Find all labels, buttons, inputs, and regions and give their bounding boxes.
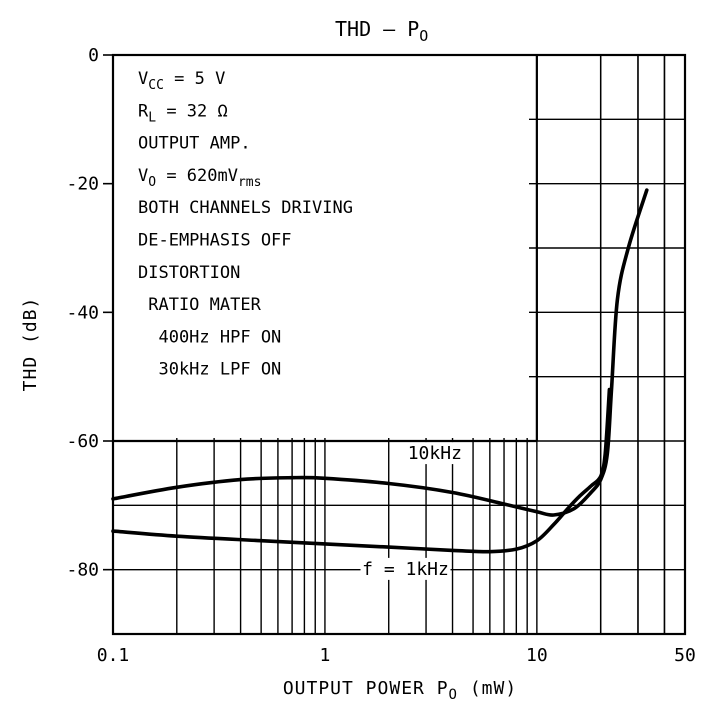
condition-line: RL = 32 Ω bbox=[138, 101, 228, 125]
x-tick-label: 0.1 bbox=[97, 645, 130, 666]
x-axis-label-text: OUTPUT POWER P bbox=[283, 678, 449, 699]
x-axis-label-subscript: O bbox=[449, 687, 458, 703]
test-conditions: VCC = 5 V RL = 32 Ω OUTPUT AMP. VO = 620mVr… bbox=[138, 69, 353, 380]
series-10khz-label: 10kHz bbox=[408, 443, 462, 464]
condition-line: DE-EMPHASIS OFF bbox=[138, 231, 292, 251]
series-10khz-line bbox=[111, 188, 649, 517]
x-tick-label: 1 bbox=[320, 645, 331, 666]
curve-label-background bbox=[360, 557, 451, 580]
condition-line: DISTORTION bbox=[138, 263, 240, 283]
series-1khz-label: f = 1kHz bbox=[362, 559, 449, 580]
y-tick-label: 0 bbox=[88, 45, 99, 66]
condition-line: 30kHz LPF ON bbox=[138, 360, 281, 380]
svg-text:THD — PO: THD — PO bbox=[335, 17, 428, 45]
condition-line: BOTH CHANNELS DRIVING bbox=[138, 198, 353, 218]
condition-line: 400Hz HPF ON bbox=[138, 327, 281, 347]
x-axis-label-unit: (mW) bbox=[458, 678, 517, 699]
chart-title-subscript: O bbox=[419, 27, 428, 45]
condition-line: VCC = 5 V bbox=[138, 69, 225, 93]
chart-title-text: THD — P bbox=[335, 17, 419, 41]
series-1khz-line bbox=[111, 387, 612, 554]
condition-line: RATIO MATER bbox=[138, 295, 262, 315]
axis-ticks: 0 -20 -40 -60 -80 0.1 1 10 50 bbox=[66, 45, 695, 666]
condition-line: OUTPUT AMP. bbox=[138, 134, 251, 154]
y-tick-label: -40 bbox=[66, 302, 99, 323]
curve-label-background bbox=[405, 442, 465, 465]
conditions-box bbox=[113, 55, 529, 438]
x-tick-label: 50 bbox=[674, 645, 696, 666]
y-tick-label: -60 bbox=[66, 431, 99, 452]
plot-frame bbox=[111, 53, 687, 636]
y-tick-label: -80 bbox=[66, 560, 99, 581]
condition-line: VO = 620mVrms bbox=[138, 166, 261, 190]
thd-curves bbox=[111, 188, 649, 554]
curve-labels: 10kHz f = 1kHz bbox=[360, 442, 465, 580]
y-axis-label: THD (dB) bbox=[20, 297, 41, 392]
x-tick-label: 10 bbox=[526, 645, 548, 666]
y-tick-label: -20 bbox=[66, 174, 99, 195]
chart-title: THD — PO bbox=[335, 17, 428, 45]
x-axis-label: OUTPUT POWER PO (mW) bbox=[283, 678, 517, 703]
